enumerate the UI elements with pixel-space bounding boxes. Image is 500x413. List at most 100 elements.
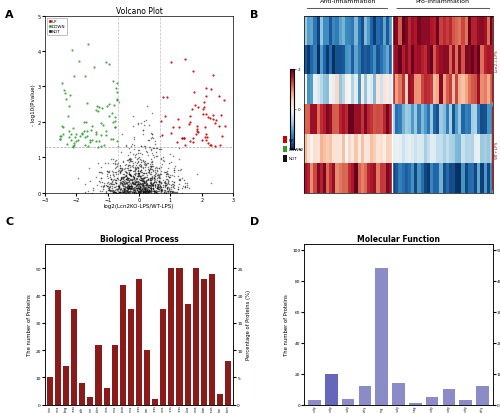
Point bbox=[87, 128, 95, 135]
Point bbox=[92, 131, 100, 138]
Point bbox=[204, 114, 212, 121]
Point bbox=[139, 185, 147, 191]
Point bbox=[146, 166, 154, 173]
Point bbox=[128, 174, 136, 180]
Point bbox=[142, 117, 150, 124]
Point bbox=[128, 177, 136, 184]
Point bbox=[129, 162, 137, 169]
Point bbox=[116, 189, 124, 196]
Point bbox=[160, 178, 168, 185]
Point bbox=[136, 178, 144, 184]
Point bbox=[95, 178, 103, 184]
Point bbox=[112, 180, 120, 186]
Point bbox=[202, 85, 210, 92]
Point bbox=[124, 186, 132, 192]
Point bbox=[138, 189, 146, 196]
Point bbox=[106, 172, 114, 178]
Point bbox=[152, 180, 160, 186]
Point bbox=[111, 124, 119, 131]
Point bbox=[102, 188, 110, 195]
Point bbox=[198, 138, 206, 144]
Point bbox=[166, 188, 173, 195]
Point bbox=[115, 183, 123, 190]
Point bbox=[142, 170, 150, 177]
Point bbox=[142, 180, 150, 187]
Point bbox=[140, 188, 148, 195]
Point bbox=[96, 169, 104, 176]
Point bbox=[138, 180, 146, 187]
Point bbox=[116, 188, 124, 195]
Point bbox=[166, 130, 174, 137]
Bar bbox=[217, 394, 223, 405]
Point bbox=[58, 81, 66, 87]
Point bbox=[120, 166, 128, 173]
Point bbox=[150, 175, 158, 182]
Point bbox=[161, 190, 169, 197]
Point bbox=[135, 185, 143, 192]
Point bbox=[117, 174, 125, 180]
Point bbox=[150, 189, 158, 196]
Point bbox=[94, 183, 102, 189]
Point bbox=[105, 101, 113, 108]
Point bbox=[108, 180, 116, 186]
Point bbox=[136, 184, 144, 190]
Point bbox=[134, 190, 142, 197]
Point bbox=[166, 175, 174, 181]
Point bbox=[191, 102, 199, 109]
Point bbox=[84, 188, 92, 195]
Point bbox=[129, 151, 137, 157]
Point bbox=[98, 184, 106, 190]
Point bbox=[126, 190, 134, 197]
Point bbox=[116, 189, 124, 196]
Point bbox=[124, 176, 132, 182]
Point bbox=[124, 165, 132, 172]
Point bbox=[138, 187, 146, 193]
Point bbox=[150, 190, 158, 197]
Point bbox=[122, 173, 130, 179]
Point bbox=[174, 184, 182, 191]
Point bbox=[144, 176, 152, 183]
Point bbox=[146, 178, 154, 184]
Point bbox=[149, 186, 157, 192]
Point bbox=[154, 182, 162, 189]
Point bbox=[131, 164, 139, 171]
Point bbox=[139, 178, 147, 185]
Point bbox=[141, 184, 149, 190]
Point bbox=[108, 189, 116, 195]
Point bbox=[120, 181, 128, 188]
Point bbox=[156, 146, 164, 152]
Point bbox=[70, 143, 78, 150]
Point bbox=[109, 78, 117, 85]
Point bbox=[115, 183, 123, 189]
Point bbox=[148, 173, 156, 180]
Point bbox=[220, 97, 228, 104]
Bar bbox=[104, 388, 110, 405]
Point bbox=[139, 182, 147, 188]
Point bbox=[120, 159, 128, 166]
Point bbox=[140, 122, 147, 129]
Point bbox=[144, 187, 152, 193]
Point bbox=[132, 188, 140, 194]
Point bbox=[126, 162, 134, 169]
Point bbox=[116, 180, 124, 187]
Point bbox=[131, 168, 139, 175]
Point bbox=[132, 179, 140, 186]
Point bbox=[108, 111, 116, 117]
Point bbox=[169, 183, 177, 190]
Text: DOWN: DOWN bbox=[288, 148, 302, 152]
Point bbox=[152, 153, 160, 159]
Point bbox=[137, 143, 145, 150]
Point bbox=[188, 106, 196, 113]
Point bbox=[141, 163, 149, 169]
Point bbox=[88, 187, 96, 193]
Point bbox=[200, 100, 208, 107]
Point bbox=[137, 178, 145, 184]
Point bbox=[136, 180, 143, 187]
Point bbox=[148, 162, 156, 169]
Bar bbox=[47, 377, 53, 405]
Point bbox=[170, 170, 177, 176]
Point bbox=[112, 90, 120, 96]
Point bbox=[70, 142, 78, 149]
Point bbox=[116, 189, 124, 196]
Point bbox=[144, 188, 152, 195]
